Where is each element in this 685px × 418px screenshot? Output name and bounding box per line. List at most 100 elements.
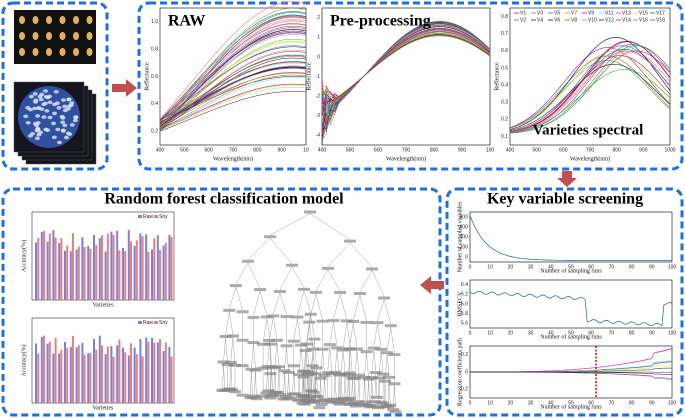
tree-edge bbox=[334, 349, 338, 371]
tree-node bbox=[308, 337, 321, 341]
hyper-seed bbox=[36, 106, 42, 110]
tree-node bbox=[347, 402, 360, 406]
curve bbox=[159, 83, 307, 129]
curve bbox=[159, 76, 307, 123]
hyper-seed bbox=[23, 114, 29, 119]
y-tick-label: 0 bbox=[465, 369, 468, 375]
tree-edge bbox=[309, 213, 351, 240]
bar bbox=[141, 356, 144, 403]
bar bbox=[60, 237, 63, 300]
x-tick-label: 30 bbox=[528, 264, 534, 270]
seed bbox=[73, 48, 79, 56]
tree-node bbox=[254, 288, 267, 292]
tree-edge bbox=[349, 242, 373, 268]
legend-label: V4 bbox=[537, 17, 543, 23]
x-tick-label: 10 bbox=[303, 147, 309, 153]
hyper-seed bbox=[34, 123, 40, 128]
tree-node bbox=[353, 291, 366, 295]
tree-edge bbox=[353, 322, 358, 348]
tree-edge bbox=[333, 373, 336, 398]
bar bbox=[37, 353, 40, 403]
tree-node bbox=[384, 403, 397, 407]
bar bbox=[89, 352, 92, 403]
x-tick-label: 80 bbox=[629, 264, 635, 270]
curve bbox=[159, 11, 307, 124]
tree-edge bbox=[386, 354, 390, 376]
bar bbox=[77, 246, 80, 300]
legend-label: V18 bbox=[656, 17, 665, 23]
tree-node bbox=[228, 390, 241, 394]
tree-edge bbox=[247, 238, 271, 260]
bar bbox=[168, 346, 171, 403]
tree-edge bbox=[269, 317, 274, 339]
x-tick-label: 90 bbox=[649, 330, 655, 336]
tree-node bbox=[236, 364, 249, 368]
y-tick-label: -0.2 bbox=[459, 387, 468, 393]
tree-edge bbox=[310, 350, 314, 373]
seed bbox=[86, 16, 93, 24]
x-tick-label: 0 bbox=[469, 264, 472, 270]
bar bbox=[64, 250, 66, 300]
hyper-seed bbox=[25, 120, 31, 125]
x-tick-label: 100 bbox=[668, 264, 677, 270]
x-tick-label: 60 bbox=[588, 330, 594, 336]
arrow-left bbox=[420, 276, 444, 294]
curve bbox=[470, 361, 673, 373]
tree-node bbox=[303, 370, 316, 374]
curve bbox=[509, 55, 671, 132]
y-tick-label: 0.2 bbox=[151, 129, 158, 135]
tree-edge bbox=[338, 376, 341, 401]
bar bbox=[58, 242, 61, 300]
tree-node bbox=[311, 395, 324, 399]
tree-node bbox=[313, 406, 326, 410]
y-axis-label: Accuracy(%) bbox=[20, 240, 27, 272]
tree-edge bbox=[329, 346, 332, 373]
tree-node bbox=[274, 393, 287, 397]
y-axis-label: Reflectance bbox=[143, 62, 150, 91]
legend-label: V17 bbox=[656, 10, 665, 16]
tree-node bbox=[331, 346, 344, 350]
tree-edge bbox=[394, 385, 396, 411]
tree-node bbox=[257, 366, 270, 370]
bar bbox=[60, 349, 63, 403]
tree-node bbox=[219, 335, 232, 339]
tree-edge bbox=[253, 291, 261, 316]
tree-edge bbox=[279, 292, 287, 316]
legend-label: Sny bbox=[159, 320, 168, 326]
tree-edge bbox=[383, 299, 391, 325]
bar bbox=[164, 342, 167, 403]
hyper-seed bbox=[32, 106, 38, 111]
x-tick-label: 1000 bbox=[664, 147, 675, 153]
tree-edge bbox=[377, 299, 385, 322]
tree-edge bbox=[297, 318, 302, 344]
x-axis-label: Varieties bbox=[93, 302, 115, 308]
seed bbox=[32, 48, 39, 56]
tree-edge bbox=[235, 262, 249, 285]
tree-edge bbox=[340, 351, 344, 373]
tree-node bbox=[318, 373, 331, 377]
bar bbox=[130, 343, 132, 403]
curve bbox=[509, 69, 671, 133]
tree-edge bbox=[225, 311, 230, 336]
tree-edge bbox=[229, 363, 232, 388]
legend-label: V7 bbox=[571, 10, 577, 16]
x-tick-label: 0 bbox=[469, 330, 472, 336]
curve bbox=[321, 35, 491, 117]
tree-node bbox=[347, 319, 360, 323]
screening-box bbox=[445, 187, 684, 417]
tree-edge bbox=[354, 350, 358, 377]
curve bbox=[469, 215, 672, 261]
tree-node bbox=[301, 342, 314, 346]
tree-edge bbox=[315, 269, 329, 291]
hyper-seed bbox=[52, 111, 58, 116]
y-tick-label: 0.2 bbox=[461, 352, 468, 358]
x-axis-label: Wavelength(nm) bbox=[570, 155, 610, 162]
bar bbox=[170, 236, 173, 300]
tree-edge bbox=[336, 349, 340, 374]
tree-edge bbox=[373, 349, 376, 372]
tree-node bbox=[377, 401, 390, 405]
legend-label: V10 bbox=[588, 17, 597, 23]
tree-node bbox=[264, 372, 277, 376]
bar bbox=[135, 354, 138, 403]
tree-node bbox=[280, 315, 293, 319]
